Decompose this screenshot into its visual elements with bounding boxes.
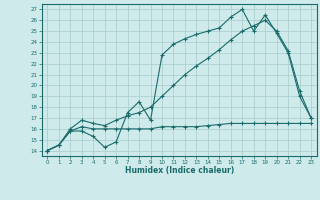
X-axis label: Humidex (Indice chaleur): Humidex (Indice chaleur) [124,166,234,175]
